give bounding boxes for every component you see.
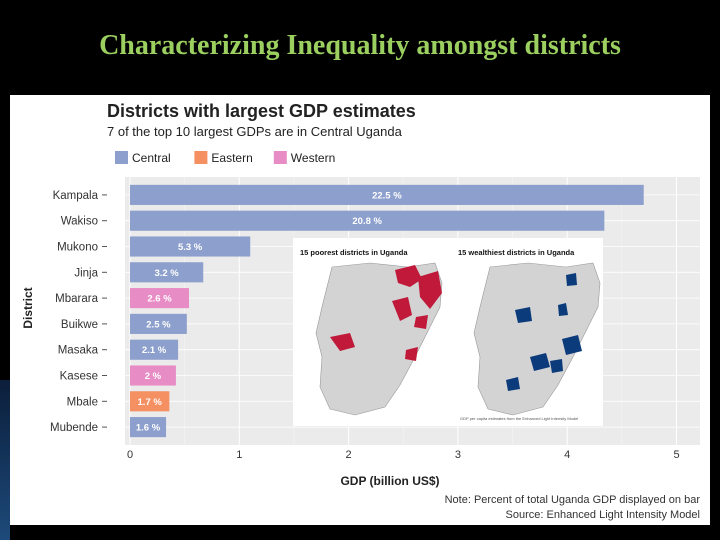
bar-value-label: 22.5 %	[372, 190, 402, 201]
chart-subtitle: 7 of the top 10 largest GDPs are in Cent…	[107, 124, 403, 139]
bar-kampala	[130, 184, 644, 205]
x-axis-label: GDP (billion US$)	[340, 474, 439, 488]
bar-mbale	[130, 391, 170, 412]
poor-district	[414, 315, 428, 329]
y-tick-label: Kasese	[60, 371, 98, 383]
legend-swatch-eastern	[194, 151, 208, 164]
wealthy-district	[558, 303, 568, 316]
y-tick-label: Jinja	[74, 267, 98, 279]
legend-swatch-western	[273, 151, 287, 164]
x-tick-label: 5	[673, 449, 679, 461]
wealthy-district	[550, 359, 563, 373]
gdp-chart: Districts with largest GDP estimates 7 o…	[21, 101, 701, 521]
bar-mubende	[130, 417, 167, 438]
bar-value-label: 2.6 %	[147, 294, 172, 305]
bar-value-label: 2.1 %	[142, 345, 167, 356]
y-axis-ticks: Kampala Wakiso Mukono Jinja Mbarara Buikwe Mas…	[50, 190, 107, 434]
legend-label-eastern: Eastern	[211, 151, 252, 165]
bar-value-label: 2.5 %	[146, 319, 171, 330]
poor-district	[395, 265, 422, 287]
wealthy-district	[506, 377, 520, 391]
x-tick-label: 1	[236, 449, 242, 461]
poor-district	[330, 333, 355, 351]
uganda-map-poorest	[315, 262, 443, 416]
y-tick-label: Masaka	[58, 345, 99, 357]
bar-jinja	[130, 262, 204, 283]
poorest-districts	[330, 265, 442, 361]
uganda-map-wealthiest	[473, 262, 601, 416]
inset-left-title: 15 poorest districts in Uganda	[300, 248, 408, 257]
legend: Central Eastern Western	[115, 151, 335, 165]
bar-masaka	[130, 339, 179, 360]
bar-value-label: 20.8 %	[352, 216, 382, 227]
x-tick-label: 2	[346, 449, 352, 461]
inset-caption: GDP per capita estimates from the Enhanc…	[460, 416, 578, 421]
bar-value-label: 3.2 %	[154, 268, 179, 279]
bar-wakiso	[130, 210, 605, 231]
legend-label-central: Central	[132, 151, 171, 165]
x-tick-label: 3	[455, 449, 461, 461]
inset-right-title: 15 wealthiest districts in Uganda	[458, 248, 575, 257]
y-tick-label: Mukono	[57, 242, 98, 254]
x-tick-label: 4	[564, 449, 570, 461]
y-tick-label: Mbale	[67, 396, 98, 408]
wealthy-district	[566, 273, 577, 286]
wealthy-district	[562, 335, 582, 355]
poor-district	[405, 347, 418, 361]
y-tick-label: Mubende	[50, 422, 98, 434]
bar-mukono	[130, 236, 251, 257]
legend-label-western: Western	[291, 151, 335, 165]
wealthy-district	[515, 307, 532, 323]
y-tick-label: Kampala	[53, 190, 99, 202]
bar-buikwe	[130, 313, 187, 334]
wealthy-district	[530, 353, 550, 371]
chart-note: Note: Percent of total Uganda GDP displa…	[445, 494, 701, 506]
bar-kasese	[130, 365, 176, 386]
legend-swatch-central	[115, 151, 128, 164]
chart-source: Source: Enhanced Light Intensity Model	[506, 509, 700, 521]
slide-title: Characterizing Inequality amongst distri…	[99, 30, 621, 61]
chart-panel: Districts with largest GDP estimates 7 o…	[10, 95, 710, 525]
x-axis-ticks: 0 1 2 3 4 5	[127, 449, 680, 461]
chart-title: Districts with largest GDP estimates	[107, 101, 416, 121]
bar-value-label: 5.3 %	[178, 242, 203, 253]
inset-maps: 15 poorest districts in Uganda 15 wealth…	[293, 238, 603, 426]
y-tick-label: Mbarara	[55, 293, 98, 305]
poor-district	[418, 271, 442, 309]
bar-value-label: 1.6 %	[136, 423, 161, 434]
y-tick-label: Buikwe	[61, 319, 98, 331]
x-tick-label: 0	[127, 449, 133, 461]
y-tick-label: Wakiso	[61, 216, 98, 228]
bar-value-label: 2 %	[145, 371, 162, 382]
y-axis-label: District	[21, 287, 35, 328]
poor-district	[392, 297, 412, 321]
bars: 22.5 % 20.8 % 5.3 % 3.2 % 2.6 % 2.5 % 2.1 % 2 %…	[130, 184, 644, 438]
bar-mbarara	[130, 288, 190, 309]
bar-value-label: 1.7 %	[138, 397, 163, 408]
background-decoration	[0, 380, 10, 540]
wealthiest-districts	[506, 273, 582, 391]
